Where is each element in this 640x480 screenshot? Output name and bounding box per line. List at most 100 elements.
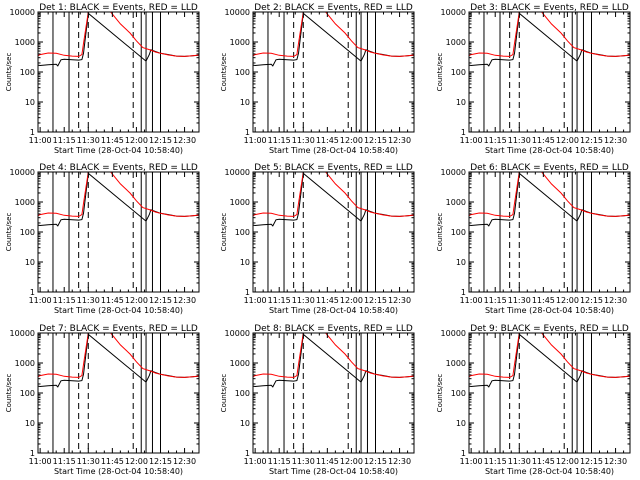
y-tick-label: 10 [240,98,250,107]
panel-title: Det 8: BLACK = Events, RED = LLD [254,324,413,334]
y-tick-label: 10000 [225,329,250,338]
x-axis-title: Start Time (28-Oct-04 10:58:40) [485,146,614,155]
y-tick-label: 1000 [446,198,466,207]
x-tick-label: 11:45 [316,136,339,145]
x-tick-label: 11:15 [53,457,76,466]
y-tick-label: 10 [240,258,250,267]
lld-series-line [469,172,630,217]
x-tick-label: 12:00 [125,457,148,466]
x-tick-label: 11:00 [244,296,267,305]
x-tick-label: 11:45 [316,296,339,305]
y-tick-label: 1000 [446,359,466,368]
y-tick-label: 1000 [230,198,250,207]
x-tick-label: 12:30 [173,136,196,145]
x-axis-title: Start Time (28-Oct-04 10:58:40) [485,306,614,315]
lld-series-line [469,333,630,378]
x-tick-label: 11:15 [268,136,291,145]
y-tick-label: 100 [451,389,466,398]
detector-panel: 1 10 100 1000 10000 11:00 11:15 11:30 11:45 12:00… [436,324,631,476]
y-tick-label: 10 [456,98,466,107]
x-axis-title: Start Time (28-Oct-04 10:58:40) [54,467,183,476]
x-tick-label: 12:15 [149,296,172,305]
detector-panel: 1 10 100 1000 10000 11:00 11:15 11:30 11:45 12:00… [220,3,415,155]
y-tick-label: 1 [461,128,466,137]
x-tick-label: 11:45 [532,136,555,145]
x-tick-label: 11:00 [29,457,52,466]
x-tick-label: 11:30 [77,296,100,305]
y-tick-label: 1000 [15,359,35,368]
y-tick-label: 10000 [10,168,35,177]
y-axis-title: Counts/sec [220,213,228,252]
y-tick-label: 10000 [441,8,466,17]
x-tick-label: 11:00 [460,296,483,305]
y-tick-label: 100 [451,68,466,77]
y-tick-label: 1 [245,449,250,458]
panel-title: Det 4: BLACK = Events, RED = LLD [39,163,198,173]
x-tick-label: 11:45 [532,296,555,305]
lld-series-line [38,172,199,217]
y-tick-label: 100 [451,228,466,237]
y-tick-label: 10 [456,258,466,267]
panel-title: Det 3: BLACK = Events, RED = LLD [470,3,629,13]
x-tick-label: 11:45 [101,296,124,305]
panel-data [253,172,414,292]
x-tick-label: 11:15 [268,296,291,305]
y-tick-label: 100 [20,389,35,398]
x-tick-label: 12:15 [149,136,172,145]
x-tick-label: 12:15 [580,457,603,466]
y-axis-title: Counts/sec [5,213,13,252]
x-axis-title: Start Time (28-Oct-04 10:58:40) [54,146,183,155]
lld-series-line [253,333,414,378]
panel-data [253,12,414,132]
x-axis-title: Start Time (28-Oct-04 10:58:40) [269,467,398,476]
y-tick-label: 100 [235,228,250,237]
y-tick-label: 10000 [10,329,35,338]
x-tick-label: 11:15 [53,136,76,145]
x-tick-label: 11:15 [53,296,76,305]
x-tick-label: 12:15 [149,457,172,466]
detector-panel: 1 10 100 1000 10000 11:00 11:15 11:30 11:45 12:00… [436,163,631,315]
y-tick-label: 10 [456,419,466,428]
y-tick-label: 1000 [15,198,35,207]
x-tick-label: 12:30 [388,136,411,145]
y-tick-label: 10000 [441,168,466,177]
y-tick-label: 10000 [225,8,250,17]
y-tick-label: 10000 [225,168,250,177]
x-tick-label: 11:15 [484,296,507,305]
y-axis-title: Counts/sec [5,53,13,92]
x-axis-title: Start Time (28-Oct-04 10:58:40) [269,146,398,155]
panel-title: Det 9: BLACK = Events, RED = LLD [470,324,629,334]
y-tick-label: 10 [25,258,35,267]
x-tick-label: 12:30 [604,457,627,466]
detector-panel: 1 10 100 1000 10000 11:00 11:15 11:30 11:45 12:00… [5,324,200,476]
panel-data [38,172,199,292]
y-axis-title: Counts/sec [5,374,13,413]
x-tick-label: 11:00 [244,136,267,145]
y-tick-label: 1 [461,449,466,458]
x-tick-label: 11:00 [29,296,52,305]
y-tick-label: 100 [20,68,35,77]
x-tick-label: 12:30 [388,296,411,305]
y-tick-label: 100 [235,68,250,77]
panel-title: Det 6: BLACK = Events, RED = LLD [470,163,629,173]
panel-data [253,333,414,453]
x-tick-label: 11:30 [77,457,100,466]
lld-series-line [38,12,199,57]
x-tick-label: 12:30 [604,296,627,305]
y-tick-label: 1000 [230,38,250,47]
panel-title: Det 1: BLACK = Events, RED = LLD [39,3,198,13]
x-tick-label: 11:15 [484,457,507,466]
detector-panel: 1 10 100 1000 10000 11:00 11:15 11:30 11:45 12:00… [436,3,631,155]
y-tick-label: 1 [461,288,466,297]
y-tick-label: 1 [245,288,250,297]
x-tick-label: 11:30 [292,457,315,466]
x-tick-label: 12:00 [556,296,579,305]
y-axis-title: Counts/sec [436,213,444,252]
x-tick-label: 11:00 [29,136,52,145]
y-tick-label: 1 [30,128,35,137]
y-tick-label: 1000 [15,38,35,47]
panel-data [38,333,199,453]
x-tick-label: 11:15 [268,457,291,466]
